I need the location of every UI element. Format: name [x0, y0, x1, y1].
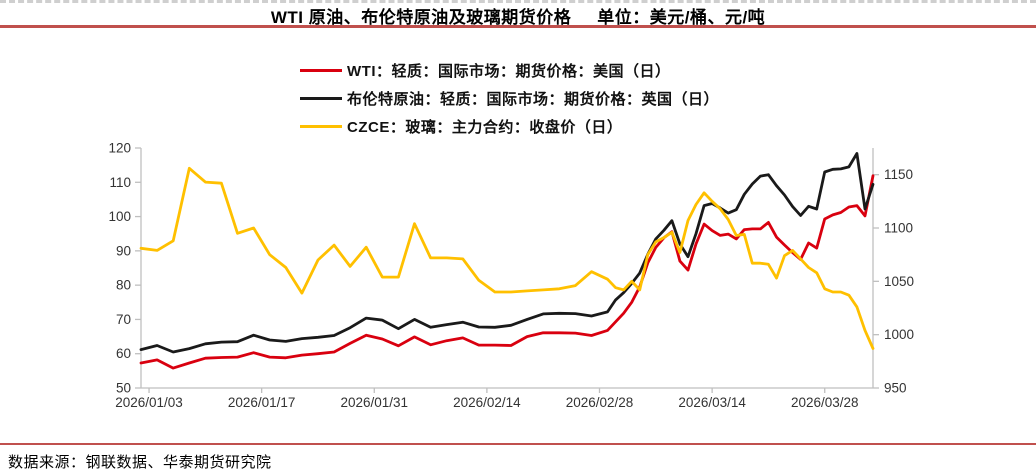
left-axis-label: 110 [109, 175, 131, 190]
left-axis-label: 70 [116, 312, 131, 327]
x-axis-label: 2026/01/17 [228, 395, 296, 410]
legend-item-wti: WTI：轻质：国际市场：期货价格：美国（日） [300, 56, 719, 84]
legend-label-glass: CZCE：玻璃：主力合约：收盘价（日） [347, 118, 623, 136]
glass-line-swatch [300, 124, 342, 128]
legend-label-wti: WTI：轻质：国际市场：期货价格：美国（日） [347, 62, 671, 80]
legend-label-brent: 布伦特原油：轻质：国际市场：期货价格：英国（日） [347, 90, 720, 108]
series-line-glass [139, 166, 875, 350]
left-axis-label: 60 [116, 346, 131, 361]
series-line-wti [139, 174, 875, 370]
brent-line-swatch [300, 96, 342, 100]
left-axis-label: 100 [108, 209, 131, 224]
x-axis-label: 2026/01/03 [115, 395, 183, 410]
x-axis-label: 2026/03/14 [678, 395, 746, 410]
series-line-brent [139, 152, 875, 354]
chart-title-main: WTI 原油、布伦特原油及玻璃期货价格 [270, 8, 572, 27]
title-underline [0, 25, 1036, 28]
right-axis-label: 1150 [884, 167, 913, 182]
chart-legend: WTI：轻质：国际市场：期货价格：美国（日） 布伦特原油：轻质：国际市场：期货价… [300, 56, 719, 140]
right-axis-label: 1100 [884, 221, 913, 236]
left-axis-label: 90 [116, 243, 131, 258]
left-axis-label: 80 [116, 278, 131, 293]
chart-title-unit: 单位：美元/桶、元/吨 [597, 8, 766, 27]
wti-line-swatch [300, 68, 342, 72]
legend-item-glass: CZCE：玻璃：主力合约：收盘价（日） [300, 112, 719, 140]
left-axis-label: 120 [108, 141, 131, 156]
left-axis-label: 50 [116, 381, 131, 396]
x-axis-label: 2026/02/14 [453, 395, 521, 410]
x-axis-label: 2026/03/28 [791, 395, 859, 410]
right-axis-label: 950 [884, 381, 907, 396]
x-axis-label: 2026/02/28 [566, 395, 634, 410]
right-axis-label: 1000 [884, 327, 914, 342]
chart-title: WTI 原油、布伦特原油及玻璃期货价格 单位：美元/桶、元/吨 [0, 3, 1036, 28]
top-dashed-border [0, 0, 1036, 3]
right-axis-label: 1050 [884, 274, 914, 289]
footer-divider [0, 443, 1036, 445]
data-source-text: 数据来源：钢联数据、华泰期货研究院 [8, 454, 272, 471]
legend-item-brent: 布伦特原油：轻质：国际市场：期货价格：英国（日） [300, 84, 719, 112]
x-axis-label: 2026/01/31 [340, 395, 408, 410]
